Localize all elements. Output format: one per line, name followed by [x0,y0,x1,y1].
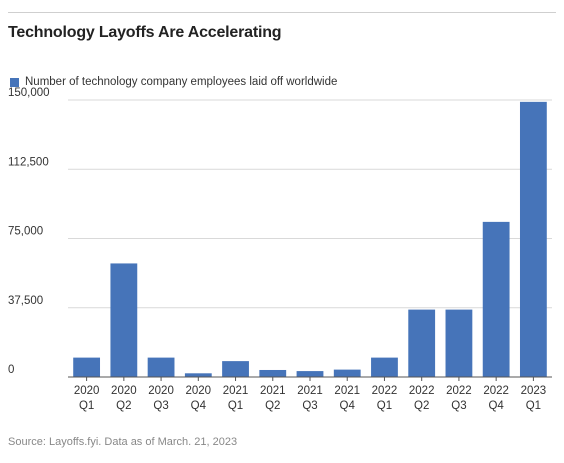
chart-title: Technology Layoffs Are Accelerating [8,24,282,41]
y-tick-label: 112,500 [8,156,49,168]
x-tick-label: Q2 [414,400,429,412]
legend-label: Number of technology company employees l… [25,76,338,88]
x-tick-label: 2020 [148,385,174,397]
bar [482,221,510,377]
x-tick-label: Q3 [153,400,168,412]
bar [184,373,212,377]
x-tick-label: 2021 [260,385,286,397]
x-tick-label: 2022 [372,385,398,397]
x-tick-label: 2020 [186,385,212,397]
x-tick-label: Q1 [228,400,243,412]
x-tick-label: Q2 [116,400,131,412]
x-tick-label: 2021 [223,385,249,397]
bar [371,357,398,377]
bar [222,361,249,377]
y-tick-label: 150,000 [8,87,50,99]
bar [519,101,547,377]
x-tick-label: Q1 [377,400,392,412]
x-tick-label: 2022 [446,385,472,397]
x-tick-label: Q1 [79,400,94,412]
x-tick-label: Q1 [526,400,541,412]
x-tick-label: Q4 [488,400,504,412]
x-tick-label: Q4 [340,400,356,412]
x-tick-label: Q3 [302,400,317,412]
bar [110,263,138,377]
x-tick-label: 2020 [74,385,100,397]
legend-swatch [10,77,19,87]
x-tick-label: 2021 [334,385,360,397]
x-tick-label: Q4 [191,400,207,412]
x-tick-label: 2022 [409,385,435,397]
bar [333,369,361,377]
top-divider [8,12,556,13]
bar [259,369,287,377]
bar [296,371,324,377]
y-tick-label: 0 [8,364,14,376]
x-tick-label: 2020 [111,385,137,397]
legend: Number of technology company employees l… [10,76,337,88]
x-tick-label: 2023 [521,385,547,397]
bar [73,357,101,377]
x-tick-label: Q3 [451,400,466,412]
bar [445,309,473,377]
x-tick-label: 2021 [297,385,323,397]
bar [408,309,436,377]
y-tick-label: 75,000 [8,226,43,238]
x-tick-label: Q2 [265,400,280,412]
y-tick-label: 37,500 [8,295,43,307]
source-note: Source: Layoffs.fyi. Data as of March. 2… [8,436,238,448]
x-tick-label: 2022 [483,385,509,397]
bar [147,357,175,377]
